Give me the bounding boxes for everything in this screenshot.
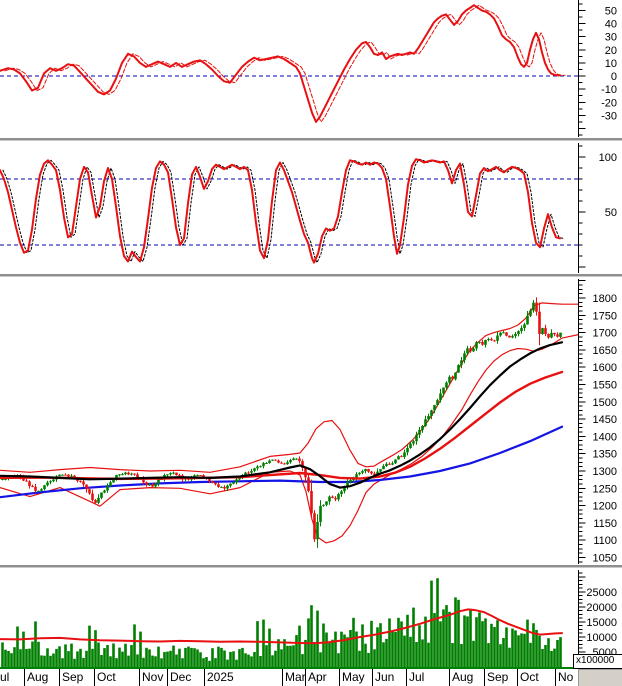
svg-text:1200: 1200: [593, 501, 617, 513]
svg-text:0: 0: [611, 71, 617, 83]
x-axis-label: May: [342, 670, 365, 684]
panel-splitter[interactable]: [0, 564, 622, 570]
svg-text:1250: 1250: [593, 483, 617, 495]
x-axis-label: Aug: [27, 670, 49, 684]
x-axis-tick: [24, 669, 25, 686]
x-axis-tick: [517, 669, 518, 686]
stochastic-plot[interactable]: 50 100: [0, 143, 622, 273]
x-axis-baseline: [0, 667, 578, 669]
x-axis-tick: [339, 669, 340, 686]
price-panel: 1050 1100 1150 1200 1250 1300 1350 1400 1450 1500…: [0, 279, 622, 564]
x-axis-label: Sep: [62, 670, 84, 684]
x-axis-tick: [484, 669, 485, 686]
svg-text:-20: -20: [601, 97, 617, 109]
x-axis-tick: [204, 669, 205, 686]
price-plot[interactable]: 1050 1100 1150 1200 1250 1300 1350 1400 1450 1500…: [0, 279, 622, 564]
x-axis-label: Jul: [409, 670, 425, 684]
x-axis-label: Sep: [487, 670, 509, 684]
x-axis-label: 2025: [207, 670, 234, 684]
bottom-right-corner: [578, 669, 622, 686]
x-axis-label: ul: [0, 670, 10, 684]
x-axis-label: Oct: [520, 670, 539, 684]
x-axis-label: Dec: [170, 670, 192, 684]
x-axis-label: No: [558, 670, 574, 684]
volume-multiplier-label: x100000: [573, 654, 622, 669]
x-axis-tick: [372, 669, 373, 686]
svg-text:1600: 1600: [593, 362, 617, 374]
svg-text:25000: 25000: [586, 587, 617, 599]
svg-text:-10: -10: [601, 84, 617, 96]
x-axis-tick: [406, 669, 407, 686]
x-axis-row: ul Aug Sep Oct Nov Dec 2025 Mar Apr May Jun Jul Aug S…: [0, 669, 622, 686]
x-axis-tick: [555, 669, 556, 686]
svg-text:-30: -30: [601, 110, 617, 122]
x-axis-tick: [167, 669, 168, 686]
svg-text:15000: 15000: [586, 617, 617, 629]
svg-text:1550: 1550: [593, 380, 617, 392]
svg-text:40: 40: [605, 19, 617, 31]
svg-text:1500: 1500: [593, 397, 617, 409]
volume-panel: 5000 10000 15000 20000 25000: [0, 570, 622, 667]
x-axis-label: Oct: [97, 670, 116, 684]
panel-splitter[interactable]: [0, 137, 622, 143]
svg-text:10: 10: [605, 58, 617, 70]
stochastic-y-axis: 50 100: [578, 143, 617, 273]
svg-text:1450: 1450: [593, 414, 617, 426]
x-axis-tick: [94, 669, 95, 686]
svg-text:30: 30: [605, 32, 617, 44]
svg-text:1750: 1750: [593, 310, 617, 322]
x-axis-label: Nov: [142, 670, 164, 684]
x-axis-label: Apr: [308, 670, 327, 684]
stochastic-panel: 50 100: [0, 143, 622, 273]
x-axis-tick: [139, 669, 140, 686]
panel-splitter[interactable]: [0, 273, 622, 279]
svg-text:1650: 1650: [593, 345, 617, 357]
svg-text:100: 100: [599, 152, 617, 164]
svg-text:1700: 1700: [593, 328, 617, 340]
svg-text:50: 50: [605, 207, 617, 219]
svg-text:1100: 1100: [593, 535, 617, 547]
x-axis-tick: [59, 669, 60, 686]
svg-text:1400: 1400: [593, 431, 617, 443]
svg-text:1350: 1350: [593, 449, 617, 461]
svg-text:20000: 20000: [586, 602, 617, 614]
x-axis-tick: [305, 669, 306, 686]
svg-text:1150: 1150: [593, 518, 617, 530]
x-axis-label: Jun: [375, 670, 395, 684]
momentum-panel: -30 -20 -10 0 10 20 30 40 50: [0, 0, 622, 137]
svg-text:10000: 10000: [586, 632, 617, 644]
price-y-axis: 1050 1100 1150 1200 1250 1300 1350 1400 1450 1500…: [578, 279, 617, 564]
x-axis-label: Aug: [452, 670, 474, 684]
x-axis-tick: [449, 669, 450, 686]
svg-text:1300: 1300: [593, 466, 617, 478]
svg-text:20: 20: [605, 45, 617, 57]
x-axis-tick: [282, 669, 283, 686]
x-axis-label: Mar: [285, 670, 306, 684]
svg-text:50: 50: [605, 6, 617, 18]
svg-text:1800: 1800: [593, 293, 617, 305]
svg-text:1050: 1050: [593, 552, 617, 564]
